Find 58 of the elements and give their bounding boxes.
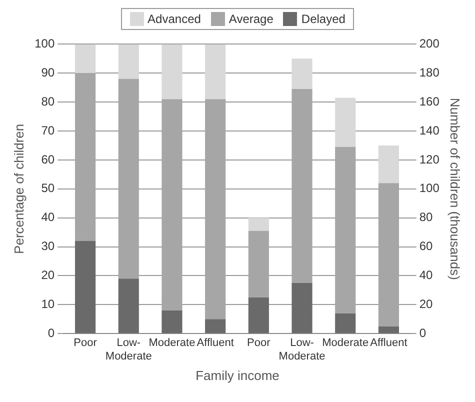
bar [75, 44, 96, 74]
y-tick-label: 80 [41, 94, 55, 108]
bar [118, 278, 139, 334]
bar [378, 145, 399, 184]
bar [118, 44, 139, 79]
y2-axis-title: Number of children (thousands) [448, 98, 463, 280]
bar [292, 58, 312, 90]
legend-label: Delayed [301, 12, 346, 26]
y-tick-label: 50 [41, 181, 55, 196]
bar [118, 78, 139, 279]
x-tick-label: Moderate [148, 337, 196, 350]
bar [248, 230, 269, 298]
y-tick-label: 20 [41, 268, 55, 282]
bar [378, 183, 399, 326]
y-tick-label: 100 [34, 36, 55, 51]
bar [378, 326, 399, 334]
x-tick-label: Affluent [370, 337, 408, 350]
y2-tick-label: 60 [419, 239, 434, 254]
x-tick-label: Poor [247, 337, 271, 350]
x-tick-label: Moderate [322, 337, 369, 350]
bar [75, 73, 96, 241]
y-axis-title: Percentage of children [11, 124, 26, 254]
bar [292, 282, 312, 334]
y-tick-label: 10 [41, 296, 55, 311]
bar [205, 319, 226, 334]
y2-tick-label: 200 [419, 36, 440, 51]
y2-tick-label: 80 [419, 210, 434, 224]
legend-label: Average [228, 12, 274, 26]
y2-tick-label: 20 [419, 296, 434, 311]
bar [248, 297, 269, 334]
bar [205, 99, 226, 320]
bar [335, 313, 356, 334]
y2-tick-label: 140 [419, 123, 440, 138]
bar [205, 44, 226, 100]
bar [75, 240, 96, 334]
y2-tick-label: 160 [419, 94, 440, 108]
x-tick-label: Affluent [196, 337, 234, 350]
bar [162, 310, 182, 334]
y2-tick-label: 120 [419, 152, 440, 166]
y2-tick-label: 40 [419, 268, 434, 282]
bar [248, 218, 269, 231]
y-tick-label: 30 [41, 239, 55, 254]
y-tick-label: 0 [48, 326, 55, 340]
bar [292, 89, 312, 283]
bar [162, 99, 182, 310]
y-tick-label: 90 [41, 65, 55, 80]
y-tick-label: 60 [41, 152, 55, 166]
y2-tick-label: 100 [419, 181, 440, 196]
bar [335, 98, 356, 147]
legend-label: Advanced [148, 12, 201, 26]
y2-tick-label: 180 [419, 65, 440, 80]
bar [335, 146, 356, 314]
x-axis-title: Family income [194, 368, 280, 383]
y-tick-label: 40 [41, 210, 55, 224]
x-tick-label: Poor [74, 337, 98, 350]
y-tick-label: 70 [41, 123, 55, 138]
y2-tick-label: 0 [419, 326, 426, 340]
bar [162, 44, 182, 100]
